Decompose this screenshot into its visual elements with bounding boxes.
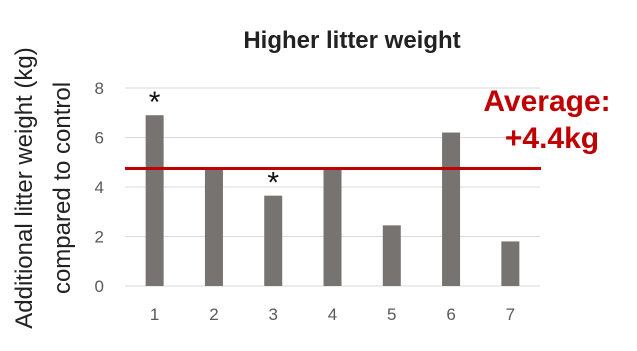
- average-label: Average:: [483, 85, 610, 118]
- x-tick-label: 5: [387, 305, 396, 324]
- y-tick-label: 8: [95, 79, 104, 98]
- bar: [204, 169, 223, 286]
- x-tick-label: 3: [268, 305, 277, 324]
- y-tick-label: 4: [95, 178, 104, 197]
- x-tick-label: 1: [150, 305, 159, 324]
- bar: [323, 169, 342, 286]
- y-tick-labels: 0 2 4 6 8: [95, 79, 104, 296]
- x-tick-label: 6: [446, 305, 455, 324]
- significance-star: *: [149, 86, 161, 119]
- bars: [145, 115, 520, 286]
- y-axis-label-line2: compared to control: [49, 82, 76, 294]
- x-tick-label: 4: [328, 305, 337, 324]
- significance-marks: **: [149, 86, 280, 199]
- y-tick-label: 6: [95, 129, 104, 148]
- x-tick-label: 2: [209, 305, 218, 324]
- bar: [145, 115, 164, 286]
- bar: [264, 195, 283, 286]
- y-tick-label: 0: [95, 277, 104, 296]
- average-value: +4.4kg: [505, 122, 599, 155]
- x-tick-label: 7: [506, 305, 515, 324]
- x-tick-labels: 1 2 3 4 5 6 7: [150, 305, 515, 324]
- chart-title: Higher litter weight: [243, 27, 460, 54]
- y-axis-label-line1: Additional litter weight (kg): [11, 47, 38, 328]
- bar: [382, 225, 401, 286]
- bar: [501, 241, 520, 286]
- significance-star: *: [267, 167, 279, 200]
- y-tick-label: 2: [95, 228, 104, 247]
- bar: [442, 132, 461, 286]
